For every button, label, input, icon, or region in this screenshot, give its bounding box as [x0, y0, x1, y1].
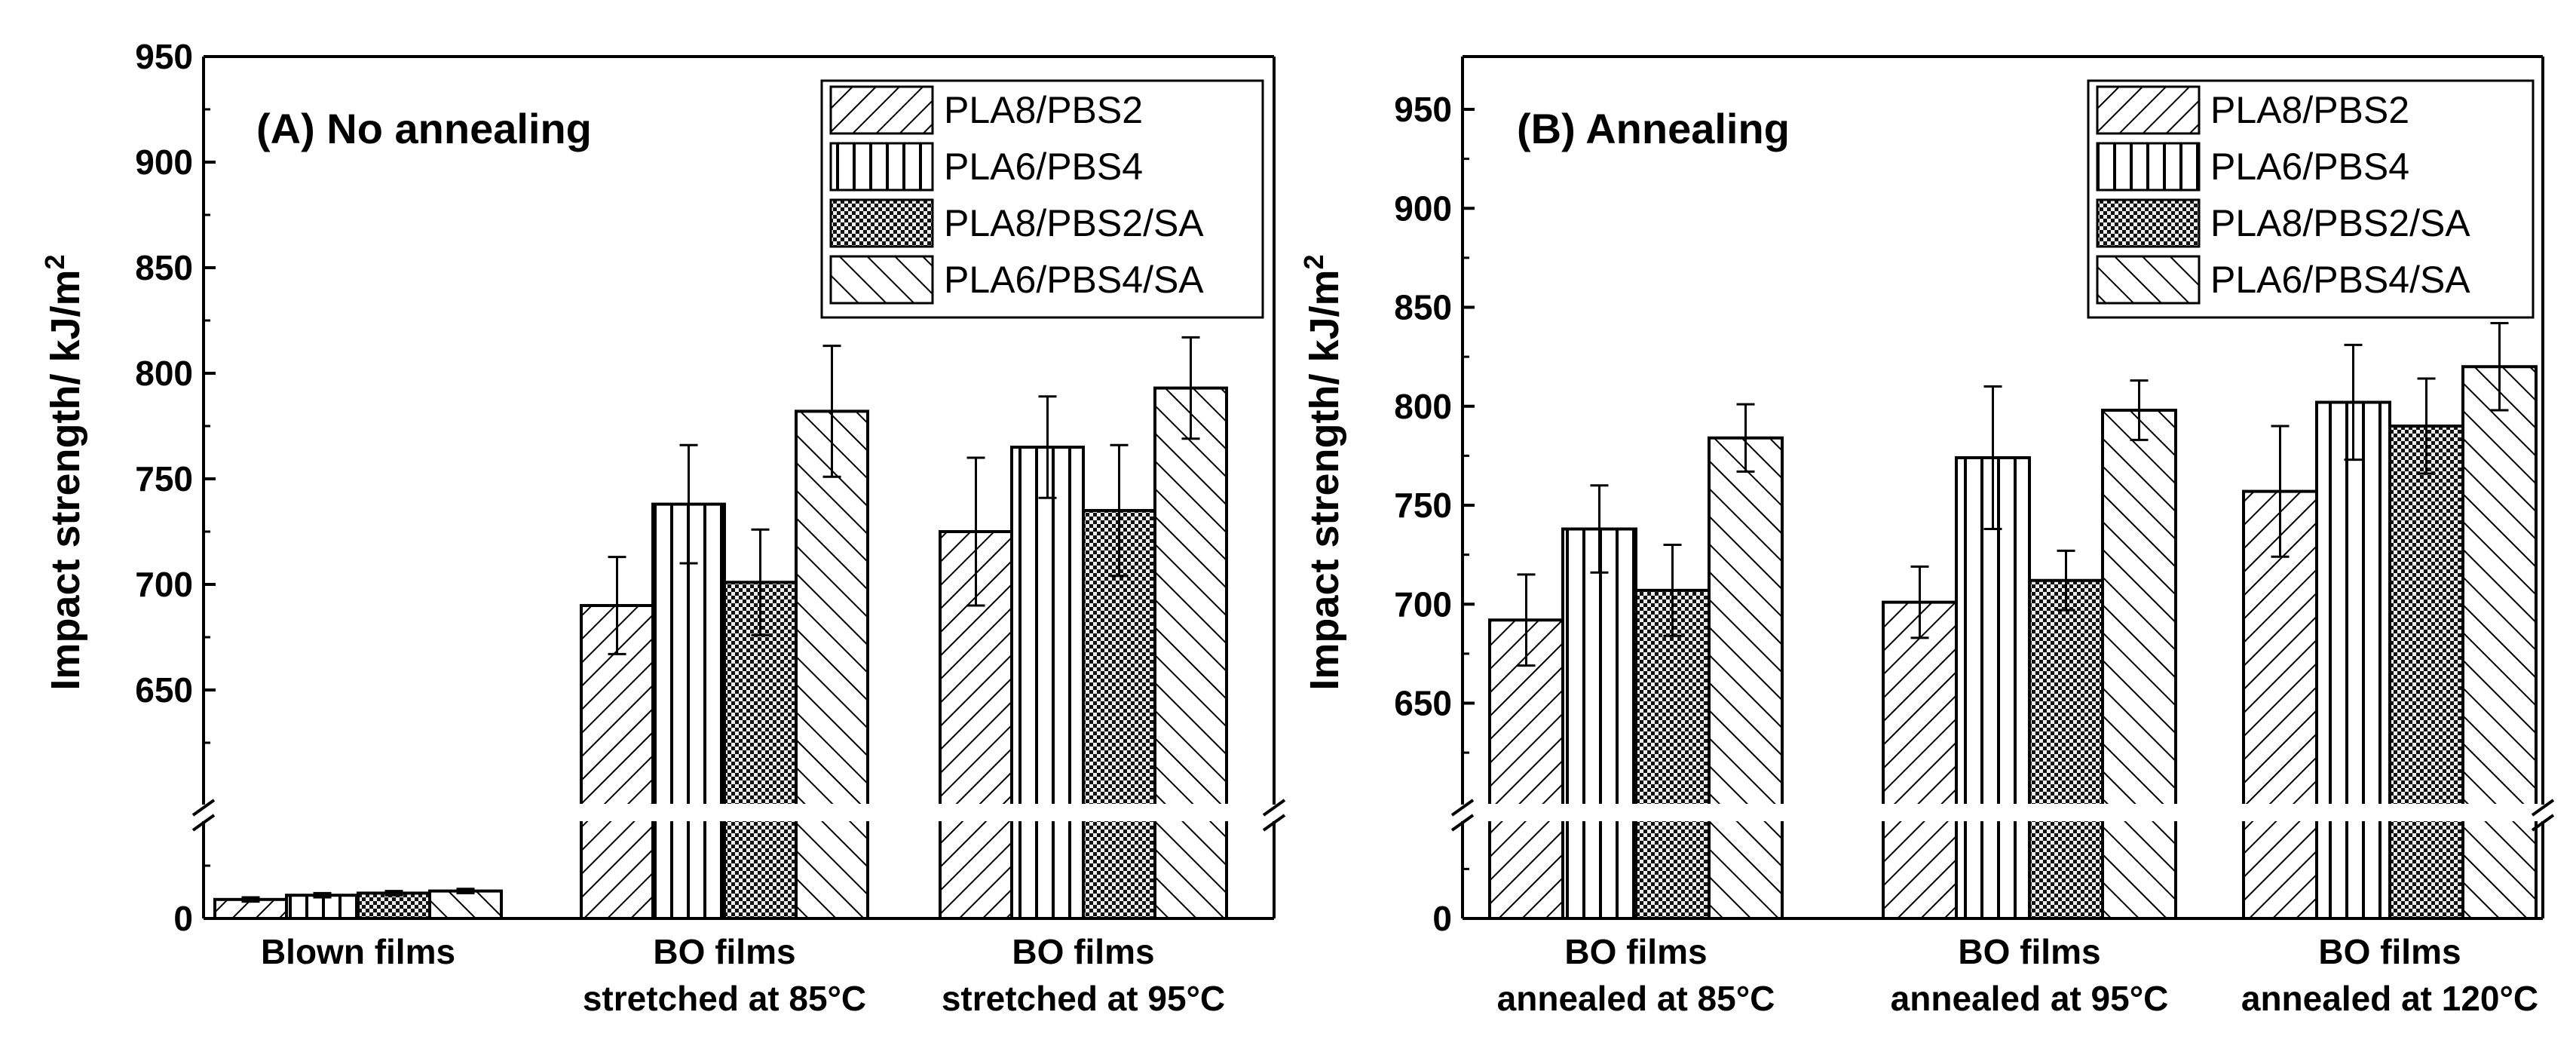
legend-swatch — [829, 255, 934, 305]
bar — [2028, 578, 2104, 920]
chart-panel-a: 650 700 750 800 850 900 950 0 Blown films BO film… — [39, 37, 1289, 1018]
bar — [1082, 509, 1156, 920]
y-tick-label: 850 — [135, 248, 193, 287]
legend-label: PLA6/PBS4 — [944, 146, 1143, 188]
legend-label: PLA8/PBS2/SA — [2210, 202, 2470, 244]
legend-swatch — [829, 85, 934, 135]
axis-break-mark — [1262, 814, 1286, 832]
y-axis-title-superscript: 2 — [39, 254, 70, 269]
legend-swatch — [2096, 142, 2201, 192]
legend-label: PLA8/PBS2 — [944, 89, 1143, 131]
bar — [1153, 386, 1228, 920]
axis-break-mark — [1262, 799, 1286, 817]
bar — [2315, 400, 2391, 920]
axis-break-mark — [2531, 814, 2555, 832]
panel-title: (B) Annealing — [1517, 105, 1790, 152]
y-tick-label: 700 — [1394, 584, 1452, 624]
y-tick-label: 800 — [1394, 387, 1452, 426]
legend: PLA8/PBS2 PLA6/PBS4 PLA8/PBS2/SA PLA6/PBS4/… — [820, 79, 1264, 319]
x-category-label: BO films — [1564, 932, 1707, 971]
x-category-label: BO films — [2318, 932, 2461, 971]
bar — [2461, 365, 2538, 920]
bar — [2101, 409, 2177, 920]
y-tick-label: 950 — [135, 37, 193, 76]
legend-label: PLA8/PBS2/SA — [944, 202, 1204, 244]
chart-panel-b: 650 700 750 800 850 900 950 0 BO films annealed a… — [1298, 55, 2558, 1018]
y-axis-title-superscript: 2 — [1298, 254, 1329, 269]
y-tick-label: 0 — [1432, 899, 1452, 938]
bar — [651, 502, 726, 920]
bar — [1708, 436, 1784, 920]
axis-break-mark — [191, 814, 216, 832]
x-category-label: BO films — [1958, 932, 2100, 971]
axis-break-mark — [1450, 814, 1475, 832]
x-category-label: stretched at 85°C — [583, 979, 866, 1018]
y-tick-label: 650 — [1394, 684, 1452, 723]
x-category-label: stretched at 95°C — [942, 979, 1225, 1018]
panel-title: (A) No annealing — [256, 105, 592, 152]
x-category-label: annealed at 95°C — [1891, 979, 2169, 1018]
axis-break-band — [188, 805, 1289, 821]
legend-label: PLA6/PBS4 — [2210, 146, 2409, 188]
y-axis-title: Impact strength/ kJ/m2 — [1298, 254, 1347, 690]
y-tick-label: 900 — [1394, 189, 1452, 228]
legend-swatch — [2096, 198, 2201, 248]
bar — [2388, 425, 2464, 920]
y-tick-label: 650 — [135, 670, 193, 710]
x-category-label: annealed at 85°C — [1497, 979, 1775, 1018]
bar — [285, 894, 360, 920]
bar — [1634, 588, 1711, 920]
x-category-label: BO films — [1012, 932, 1154, 971]
y-tick-label: 800 — [135, 354, 193, 393]
legend-swatch — [2096, 85, 2201, 135]
y-tick-label: 900 — [135, 143, 193, 182]
y-tick-label: 700 — [135, 565, 193, 604]
x-category-label: annealed at 120°C — [2241, 979, 2538, 1018]
bar — [1955, 456, 2031, 920]
axis-break-mark — [1450, 799, 1475, 817]
legend-swatch — [829, 198, 934, 248]
y-tick-label: 950 — [1394, 90, 1452, 129]
y-tick-label: 750 — [1394, 486, 1452, 525]
y-tick-label: 0 — [173, 899, 193, 938]
legend-label: PLA8/PBS2 — [2210, 89, 2409, 131]
y-axis-title: Impact strength/ kJ/m2 — [39, 254, 88, 690]
bar — [1561, 527, 1637, 920]
y-tick-label: 750 — [135, 459, 193, 498]
axis-break-mark — [191, 799, 216, 817]
bar — [357, 891, 431, 921]
x-category-label: Blown films — [261, 932, 455, 971]
y-tick-label: 850 — [1394, 288, 1452, 327]
axis-break-mark — [2531, 799, 2555, 817]
bar — [428, 889, 503, 920]
bar — [1010, 446, 1085, 920]
legend-swatch — [2096, 255, 2201, 305]
bar — [2242, 489, 2318, 920]
bar — [795, 409, 869, 920]
axis-break-band — [1447, 805, 2558, 821]
bar — [1882, 600, 1958, 920]
x-category-label: BO films — [653, 932, 795, 971]
legend-label: PLA6/PBS4/SA — [2210, 259, 2470, 301]
legend-label: PLA6/PBS4/SA — [944, 259, 1204, 301]
legend: PLA8/PBS2 PLA6/PBS4 PLA8/PBS2/SA PLA6/PBS4/… — [2087, 79, 2535, 319]
legend-swatch — [829, 142, 934, 192]
